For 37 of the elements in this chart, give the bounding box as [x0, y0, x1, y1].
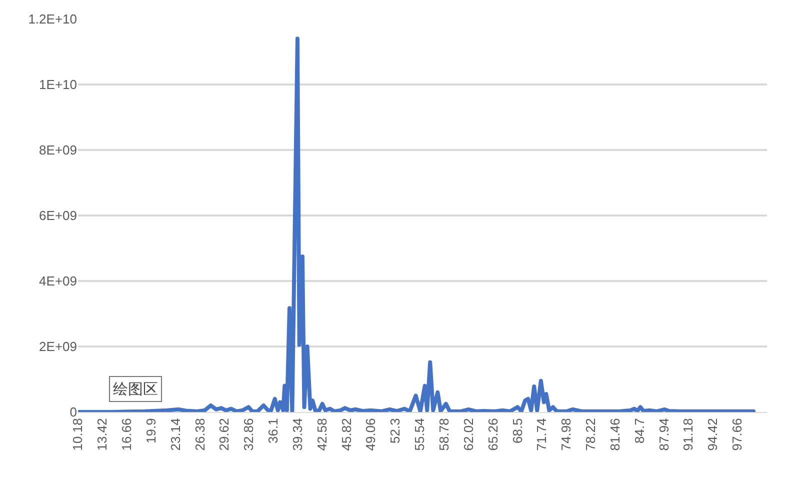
x-tick-label: 74.98 — [558, 418, 574, 451]
x-tick-label: 10.18 — [70, 418, 86, 451]
x-tick-label: 68.5 — [510, 418, 525, 444]
x-tick-label: 71.74 — [534, 418, 550, 451]
x-tick-label: 13.42 — [94, 418, 110, 451]
x-tick-label: 81.46 — [607, 418, 622, 451]
x-tick-label: 49.06 — [363, 418, 378, 451]
x-tick-label: 19.9 — [143, 418, 158, 444]
x-tick-label: 52.3 — [388, 418, 403, 444]
y-tick-label: 4E+09 — [39, 274, 77, 289]
x-tick-label: 29.62 — [216, 418, 232, 451]
x-tick-label: 32.86 — [241, 418, 256, 451]
x-tick-label: 84.7 — [632, 418, 647, 444]
x-tick-label: 36.1 — [266, 418, 281, 444]
x-tick-label: 97.66 — [730, 418, 745, 451]
y-tick-label: 2E+09 — [39, 339, 77, 354]
x-tick-label: 94.42 — [705, 418, 720, 451]
y-tick-label: 8E+09 — [39, 142, 77, 158]
line-series — [78, 36, 756, 412]
x-tick-label: 87.94 — [656, 418, 672, 451]
x-tick-label: 45.82 — [338, 418, 354, 451]
annotation: 绘图区 — [113, 380, 158, 398]
x-tick-label: 65.26 — [485, 418, 500, 451]
x-tick-label: 62.02 — [460, 418, 476, 451]
x-tick-label: 16.66 — [119, 418, 134, 451]
x-tick-label: 23.14 — [168, 418, 183, 451]
x-tick-label: 58.78 — [436, 418, 452, 451]
y-tick-label: 0 — [70, 404, 77, 420]
x-tick-label: 42.58 — [314, 418, 330, 451]
x-tick-label: 26.38 — [192, 418, 208, 451]
y-tick-label: 1.2E+10 — [28, 12, 77, 27]
y-tick-label: 6E+09 — [39, 208, 77, 224]
x-tick-label: 55.54 — [412, 418, 428, 451]
y-tick-label: 1E+10 — [39, 77, 77, 92]
x-tick-label: 39.34 — [290, 418, 305, 451]
x-tick-label: 78.22 — [583, 418, 598, 451]
x-tick-label: 91.18 — [680, 418, 696, 451]
